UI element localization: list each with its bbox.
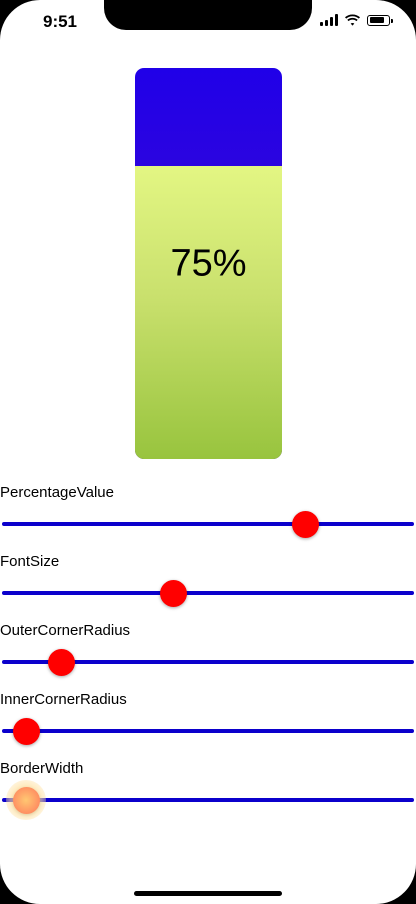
border-width-slider-track[interactable] xyxy=(2,798,414,802)
gauge-percentage-label: 75% xyxy=(170,242,247,284)
home-indicator[interactable] xyxy=(134,891,282,896)
cellular-signal-icon xyxy=(320,14,338,26)
wifi-icon xyxy=(345,14,360,26)
font-size-control: FontSize xyxy=(0,553,416,622)
border-width-label: BorderWidth xyxy=(0,760,84,777)
battery-fill xyxy=(369,17,385,23)
percentage-value-slider-track[interactable] xyxy=(2,522,414,526)
inner-corner-radius-slider-track[interactable] xyxy=(2,729,414,733)
percentage-value-slider-thumb[interactable] xyxy=(292,511,319,538)
gauge-fill xyxy=(135,165,282,459)
border-width-control: BorderWidth xyxy=(0,760,416,829)
inner-corner-radius-control: InnerCornerRadius xyxy=(0,691,416,760)
outer-corner-radius-slider-track[interactable] xyxy=(2,660,414,664)
status-icons xyxy=(320,14,393,26)
device-notch xyxy=(104,0,312,30)
outer-corner-radius-slider-thumb[interactable] xyxy=(47,649,75,676)
percentage-value-label: PercentageValue xyxy=(0,484,114,501)
font-size-slider-track[interactable] xyxy=(2,591,414,595)
inner-corner-radius-slider-thumb[interactable] xyxy=(12,718,40,745)
outer-corner-radius-control: OuterCornerRadius xyxy=(0,622,416,691)
percentage-value-control: PercentageValue xyxy=(0,484,416,553)
touch-indicator xyxy=(5,780,46,820)
inner-corner-radius-label: InnerCornerRadius xyxy=(0,691,127,708)
battery-icon xyxy=(367,14,393,26)
outer-corner-radius-label: OuterCornerRadius xyxy=(0,622,131,639)
font-size-slider-thumb[interactable] xyxy=(160,580,188,607)
status-time: 9:51 xyxy=(42,12,78,31)
percentage-gauge: 75% xyxy=(135,68,282,459)
font-size-label: FontSize xyxy=(0,553,60,570)
